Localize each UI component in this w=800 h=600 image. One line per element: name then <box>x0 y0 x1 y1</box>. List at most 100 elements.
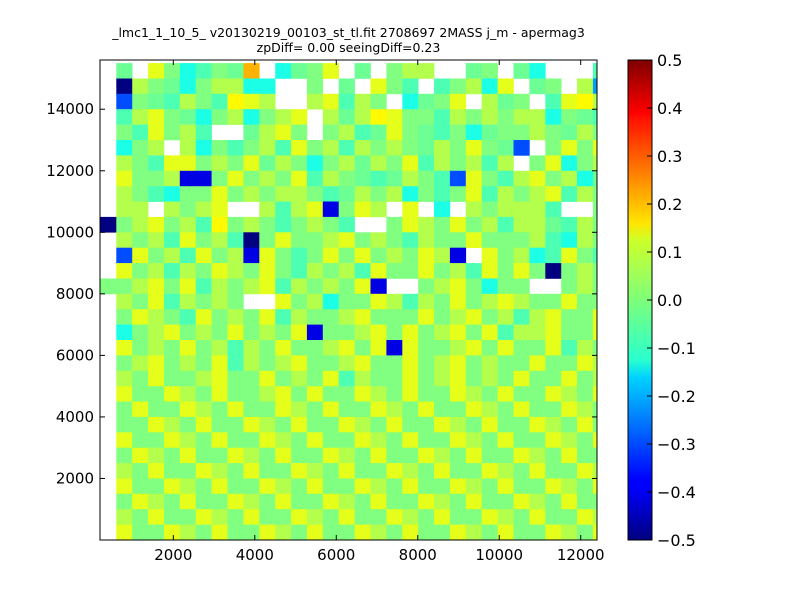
heatmap-cell <box>545 432 562 448</box>
heatmap-cell <box>434 370 451 387</box>
heatmap-cell <box>116 386 133 402</box>
heatmap-cell <box>449 309 467 325</box>
heatmap-cell <box>179 201 196 218</box>
x-tick-label: 8000 <box>399 546 437 564</box>
heatmap-cell <box>306 170 324 187</box>
heatmap-cell <box>592 93 598 110</box>
heatmap-cell <box>164 324 181 341</box>
heatmap-cell <box>497 232 514 248</box>
heatmap-cell <box>402 170 419 187</box>
heatmap-cell <box>529 509 546 525</box>
heatmap-cell <box>275 232 292 248</box>
heatmap-cell <box>116 93 133 110</box>
heatmap-cell <box>434 155 451 172</box>
heatmap-cell <box>195 78 212 95</box>
heatmap-cell <box>322 416 339 433</box>
heatmap-cell <box>148 386 165 402</box>
heatmap-cell <box>179 155 196 172</box>
heatmap-cell <box>529 324 546 341</box>
heatmap-cell <box>132 401 149 418</box>
heatmap-cell <box>513 170 530 187</box>
heatmap-cell <box>306 463 324 479</box>
heatmap-cell <box>259 78 276 95</box>
x-tick-label: 2000 <box>154 546 192 564</box>
heatmap-cell <box>354 232 371 248</box>
heatmap-cell <box>465 216 482 233</box>
heatmap-cell <box>164 278 181 295</box>
heatmap-cell <box>529 170 546 187</box>
heatmap-cell <box>481 416 498 433</box>
heatmap-cell <box>259 401 276 418</box>
heatmap-cell <box>227 524 244 541</box>
heatmap-cell <box>561 293 578 310</box>
heatmap-cell <box>513 186 530 202</box>
heatmap-cell <box>148 416 165 433</box>
heatmap-cell <box>370 170 387 187</box>
heatmap-cell <box>148 263 165 279</box>
heatmap-cell <box>465 493 482 510</box>
heatmap-cell <box>386 155 403 172</box>
heatmap-cell <box>592 155 598 172</box>
heatmap-cell <box>481 355 498 372</box>
heatmap-cell <box>275 432 292 448</box>
heatmap-cell <box>164 109 181 125</box>
chart-subtitle: zpDiff= 0.00 seeingDiff=0.23 <box>256 40 441 55</box>
heatmap-cell <box>354 432 371 448</box>
heatmap-cell <box>577 524 594 541</box>
heatmap-cell <box>148 309 165 325</box>
heatmap-cell <box>291 201 308 218</box>
heatmap-cell <box>465 386 482 402</box>
heatmap-cell <box>529 309 546 325</box>
heatmap-cell <box>195 355 212 372</box>
heatmap-cell <box>545 247 562 264</box>
heatmap-cell <box>338 78 355 95</box>
heatmap-cell <box>275 201 292 218</box>
heatmap-cell <box>275 247 292 264</box>
heatmap-cell <box>449 370 467 387</box>
heatmap-cell <box>434 447 451 464</box>
heatmap-cell <box>275 447 292 464</box>
heatmap-cell <box>386 293 403 310</box>
heatmap-cell <box>449 78 467 95</box>
heatmap-cell <box>370 93 387 110</box>
y-tick-label: 14000 <box>46 100 94 118</box>
heatmap-cell <box>370 124 387 141</box>
heatmap-cell <box>275 170 292 187</box>
heatmap-cell <box>386 324 403 341</box>
heatmap-cell <box>227 155 244 172</box>
heatmap-cell <box>418 401 435 418</box>
heatmap-cell <box>148 478 165 495</box>
heatmap-cell <box>592 401 598 418</box>
heatmap-cell <box>179 247 196 264</box>
heatmap-cell <box>275 416 292 433</box>
heatmap-cell <box>211 355 228 372</box>
heatmap-cell <box>291 278 308 295</box>
heatmap-cell <box>513 109 530 125</box>
heatmap-cell <box>370 509 387 525</box>
heatmap-cell <box>116 186 133 202</box>
y-tick-label: 12000 <box>46 162 94 180</box>
heatmap-cell <box>418 124 435 141</box>
heatmap-cell <box>370 109 387 125</box>
heatmap-cell <box>306 524 324 541</box>
heatmap-cell <box>322 340 339 356</box>
heatmap-cell <box>116 124 133 141</box>
heatmap-cell <box>132 370 149 387</box>
heatmap-cell <box>481 93 498 110</box>
heatmap-cell <box>354 309 371 325</box>
heatmap-cell <box>243 432 260 448</box>
heatmap-cell <box>418 216 435 233</box>
heatmap-cell <box>243 401 260 418</box>
heatmap-cell <box>322 232 339 248</box>
heatmap-cell <box>497 509 514 525</box>
heatmap-cell <box>322 109 339 125</box>
heatmap-cell <box>148 278 165 295</box>
heatmap-cell <box>227 463 244 479</box>
heatmap-cell <box>148 186 165 202</box>
heatmap-cell <box>132 293 149 310</box>
heatmap-cell <box>402 232 419 248</box>
heatmap-cell <box>306 216 324 233</box>
heatmap-cell <box>338 524 355 541</box>
heatmap-cell <box>465 370 482 387</box>
